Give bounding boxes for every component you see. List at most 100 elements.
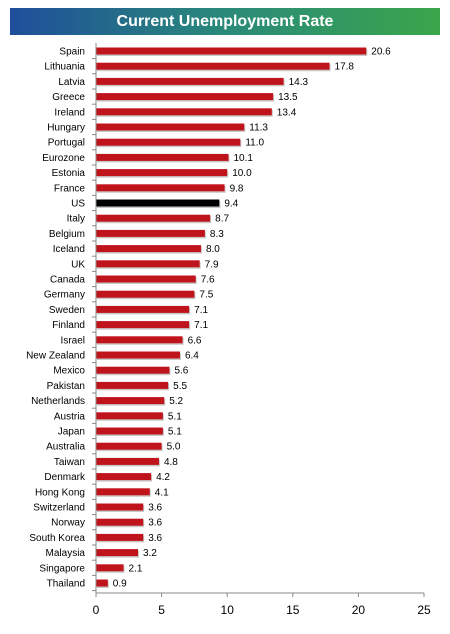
value-label: 4.8 <box>164 457 178 468</box>
bar <box>96 564 124 572</box>
bar <box>96 169 228 177</box>
chart-title: Current Unemployment Rate <box>116 12 334 30</box>
category-label: Canada <box>50 275 85 286</box>
bar <box>96 47 367 55</box>
value-label: 10.0 <box>232 168 252 179</box>
value-label: 17.8 <box>335 62 355 73</box>
bar <box>96 381 169 389</box>
value-label: 5.2 <box>169 396 183 407</box>
value-label: 7.6 <box>201 275 215 286</box>
category-label: UK <box>71 259 85 270</box>
bar <box>96 138 241 146</box>
value-label: 11.3 <box>249 123 268 134</box>
value-label: 9.8 <box>230 183 244 194</box>
bar <box>96 214 211 222</box>
value-label: 7.1 <box>194 320 208 331</box>
bar <box>96 93 274 101</box>
bar <box>96 366 170 374</box>
bar <box>96 199 220 207</box>
value-label: 7.9 <box>205 259 219 270</box>
bar <box>96 62 330 70</box>
bar <box>96 503 144 511</box>
bar <box>96 245 201 253</box>
bar <box>96 77 284 85</box>
bar <box>96 153 229 161</box>
category-label: Iceland <box>53 244 85 255</box>
x-tick-label: 10 <box>221 603 235 617</box>
category-label: Pakistan <box>47 381 85 392</box>
value-label: 5.6 <box>174 366 188 377</box>
bar <box>96 123 245 131</box>
value-label: 4.2 <box>156 472 170 483</box>
category-label: Belgium <box>49 229 85 240</box>
value-label: 3.2 <box>143 548 157 559</box>
bar <box>96 473 152 481</box>
value-label: 5.1 <box>168 411 182 422</box>
category-label: Eurozone <box>42 153 85 164</box>
value-label: 5.5 <box>173 381 187 392</box>
category-label: Estonia <box>52 168 86 179</box>
value-label: 9.4 <box>224 199 238 210</box>
bar <box>96 184 225 192</box>
bar <box>96 488 150 496</box>
category-label: Mexico <box>53 366 85 377</box>
x-tick-label: 25 <box>417 603 431 617</box>
x-tick-label: 20 <box>352 603 366 617</box>
category-label: Portugal <box>48 138 85 149</box>
value-label: 5.0 <box>167 442 181 453</box>
bar <box>96 579 108 587</box>
bar <box>96 290 195 298</box>
category-label: Switzerland <box>33 503 85 514</box>
value-label: 6.6 <box>188 335 202 346</box>
bar <box>96 457 159 465</box>
value-label: 7.5 <box>199 290 213 301</box>
bar <box>96 321 190 329</box>
bar <box>96 427 163 435</box>
chart-title-bar: Current Unemployment Rate <box>10 8 440 35</box>
bar <box>96 518 144 526</box>
category-label: US <box>71 199 85 210</box>
value-label: 11.0 <box>245 138 264 149</box>
x-tick-label: 15 <box>286 603 300 617</box>
bar <box>96 275 196 283</box>
value-label: 0.9 <box>113 579 127 590</box>
bar <box>96 336 183 344</box>
category-label: Greece <box>52 92 85 103</box>
value-label: 5.1 <box>168 427 182 438</box>
x-tick-label: 0 <box>93 603 100 617</box>
value-label: 13.5 <box>278 92 298 103</box>
category-label: Hungary <box>47 123 85 134</box>
category-label: Taiwan <box>54 457 85 468</box>
value-label: 2.1 <box>129 563 143 574</box>
bar <box>96 549 138 557</box>
value-label: 4.1 <box>155 487 169 498</box>
bar <box>96 533 144 541</box>
category-label: Thailand <box>47 579 85 590</box>
value-label: 3.6 <box>148 533 162 544</box>
category-label: New Zealand <box>26 351 85 362</box>
value-label: 14.3 <box>289 77 309 88</box>
bar <box>96 442 162 450</box>
bar <box>96 397 165 405</box>
category-label: Japan <box>58 427 85 438</box>
category-label: Israel <box>61 335 85 346</box>
category-label: Latvia <box>58 77 85 88</box>
category-label: Norway <box>51 518 85 529</box>
category-label: Italy <box>67 214 85 225</box>
category-label: Australia <box>46 442 85 453</box>
bar <box>96 305 190 313</box>
value-label: 13.4 <box>277 107 297 118</box>
category-label: Ireland <box>54 107 85 118</box>
category-label: Spain <box>59 47 85 58</box>
value-label: 8.7 <box>215 214 229 225</box>
bar <box>96 412 163 420</box>
category-label: Finland <box>52 320 85 331</box>
x-tick-label: 5 <box>158 603 165 617</box>
value-label: 3.6 <box>148 503 162 514</box>
category-label: Denmark <box>44 472 86 483</box>
category-label: Sweden <box>49 305 85 316</box>
value-label: 7.1 <box>194 305 208 316</box>
value-label: 3.6 <box>148 518 162 529</box>
bar <box>96 229 205 237</box>
